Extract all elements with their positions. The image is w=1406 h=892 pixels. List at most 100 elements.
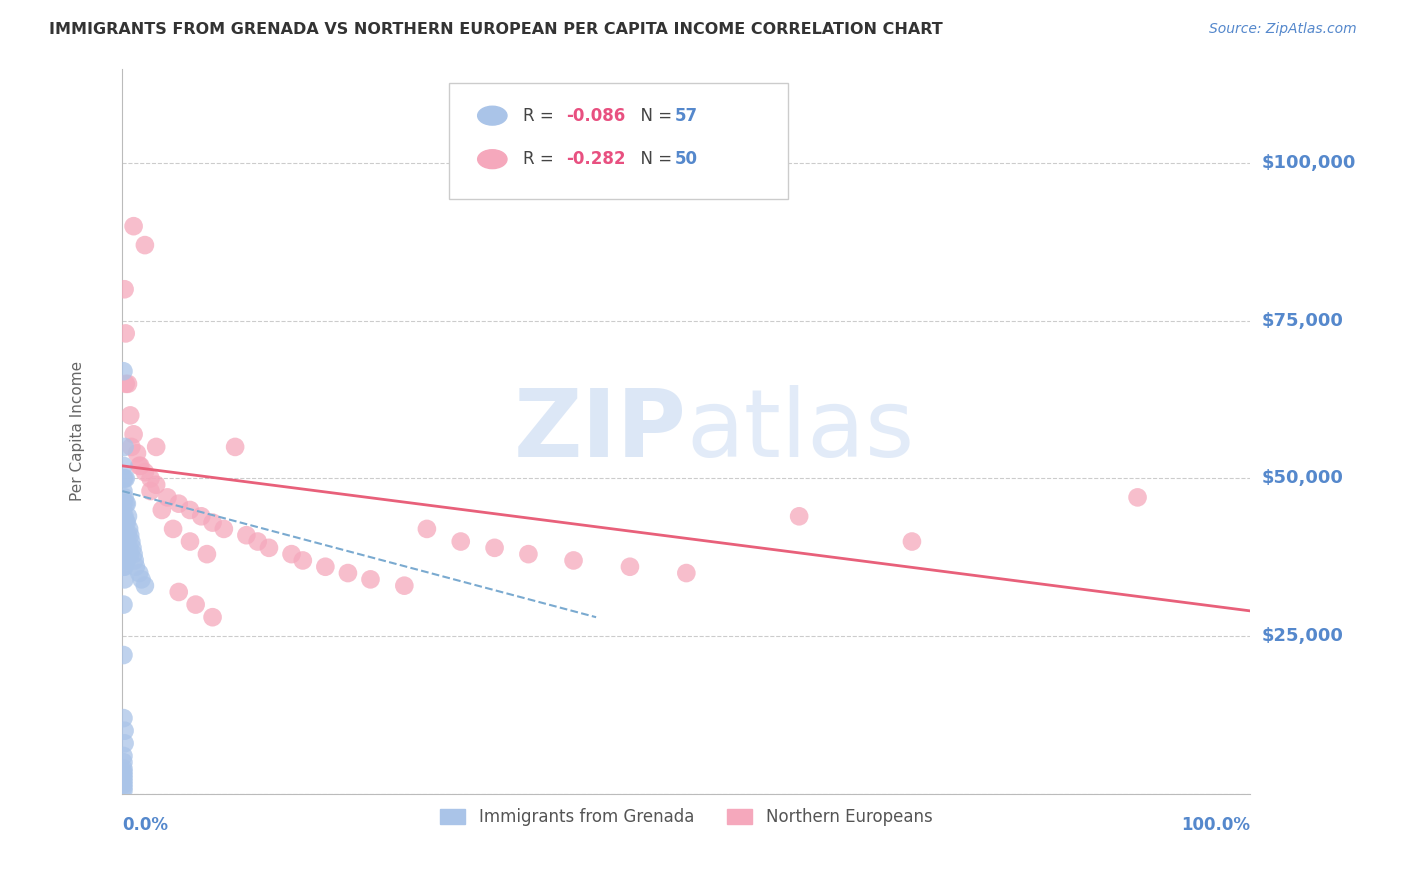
Point xyxy=(114,491,136,505)
Text: ZIP: ZIP xyxy=(513,385,686,477)
Point xyxy=(179,503,201,517)
Point xyxy=(167,497,190,511)
Point xyxy=(246,534,269,549)
Point xyxy=(114,440,136,454)
Text: Per Capita Income: Per Capita Income xyxy=(70,361,84,501)
Point xyxy=(224,440,246,454)
Point xyxy=(115,553,138,567)
Point xyxy=(195,547,218,561)
Point xyxy=(114,736,136,750)
Point xyxy=(112,780,135,795)
Point xyxy=(484,541,506,555)
Point xyxy=(291,553,314,567)
Point xyxy=(120,440,142,454)
Point xyxy=(112,458,135,473)
Point xyxy=(112,774,135,789)
Point xyxy=(118,522,141,536)
Text: $100,000: $100,000 xyxy=(1261,154,1355,172)
Point xyxy=(115,516,138,530)
Point xyxy=(112,364,135,378)
Point xyxy=(112,768,135,782)
Point xyxy=(179,534,201,549)
Text: Source: ZipAtlas.com: Source: ZipAtlas.com xyxy=(1209,22,1357,37)
Point xyxy=(314,559,336,574)
Point xyxy=(114,471,136,485)
Point xyxy=(134,465,156,479)
Point xyxy=(112,756,135,770)
Point xyxy=(114,282,136,296)
Point xyxy=(112,497,135,511)
Point xyxy=(112,559,135,574)
Point xyxy=(122,219,145,234)
Text: 57: 57 xyxy=(675,107,699,125)
Point xyxy=(114,326,136,341)
Point xyxy=(112,522,135,536)
Text: R =: R = xyxy=(523,150,558,169)
Point xyxy=(112,771,135,785)
Point xyxy=(257,541,280,555)
Point xyxy=(112,534,135,549)
Point xyxy=(112,598,135,612)
Point xyxy=(139,471,162,485)
Point xyxy=(117,509,139,524)
Text: N =: N = xyxy=(630,150,678,169)
Point xyxy=(336,566,359,580)
Text: $50,000: $50,000 xyxy=(1261,469,1343,487)
Point xyxy=(120,534,142,549)
Point xyxy=(114,497,136,511)
Point xyxy=(114,516,136,530)
Point xyxy=(131,573,153,587)
Point xyxy=(114,553,136,567)
Point xyxy=(201,610,224,624)
Point xyxy=(145,477,167,491)
Point xyxy=(201,516,224,530)
Point xyxy=(114,573,136,587)
Text: 100.0%: 100.0% xyxy=(1181,815,1250,833)
Point xyxy=(115,497,138,511)
Point xyxy=(675,566,697,580)
Text: $75,000: $75,000 xyxy=(1261,312,1343,330)
Point xyxy=(156,491,179,505)
Point xyxy=(128,566,150,580)
Point xyxy=(394,579,416,593)
Point xyxy=(787,509,810,524)
Point xyxy=(360,573,382,587)
Point xyxy=(112,648,135,662)
Point xyxy=(416,522,439,536)
Point xyxy=(118,541,141,555)
Point xyxy=(139,484,162,499)
Point xyxy=(112,509,135,524)
Point xyxy=(124,553,146,567)
Point xyxy=(122,427,145,442)
Point xyxy=(114,723,136,738)
Point xyxy=(114,559,136,574)
Point xyxy=(120,528,142,542)
Point xyxy=(117,528,139,542)
Point xyxy=(112,783,135,797)
Point xyxy=(280,547,302,561)
Point xyxy=(121,541,143,555)
Point xyxy=(134,238,156,252)
Point xyxy=(112,764,135,779)
Point xyxy=(114,509,136,524)
Point xyxy=(120,547,142,561)
Point xyxy=(115,534,138,549)
FancyBboxPatch shape xyxy=(450,83,787,199)
Point xyxy=(112,748,135,763)
Point xyxy=(112,777,135,791)
Point xyxy=(1126,491,1149,505)
Point xyxy=(112,762,135,776)
Point xyxy=(125,446,148,460)
Point xyxy=(562,553,585,567)
Point xyxy=(114,376,136,391)
Point xyxy=(150,503,173,517)
Point xyxy=(184,598,207,612)
Circle shape xyxy=(478,150,508,169)
Point xyxy=(619,559,641,574)
Point xyxy=(120,409,142,423)
Point xyxy=(125,559,148,574)
Text: -0.282: -0.282 xyxy=(565,150,626,169)
Point xyxy=(114,547,136,561)
Point xyxy=(450,534,472,549)
Point xyxy=(117,376,139,391)
